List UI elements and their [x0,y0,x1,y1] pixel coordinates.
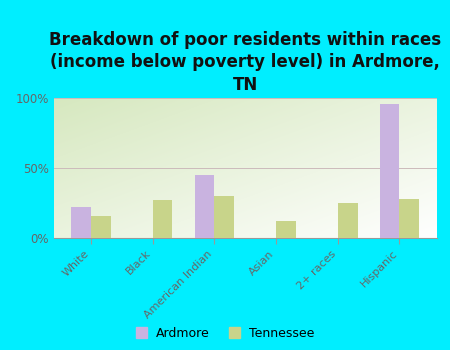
Bar [400,199,419,238]
Bar [71,207,91,238]
Bar [338,203,358,238]
Bar [276,221,296,238]
Bar [195,175,214,238]
Title: Breakdown of poor residents within races
(income below poverty level) in Ardmore: Breakdown of poor residents within races… [49,31,441,94]
Bar [91,216,111,238]
Legend: Ardmore, Tennessee: Ardmore, Tennessee [136,327,314,340]
Bar [380,104,400,238]
Bar [214,196,234,238]
Bar [153,200,172,238]
